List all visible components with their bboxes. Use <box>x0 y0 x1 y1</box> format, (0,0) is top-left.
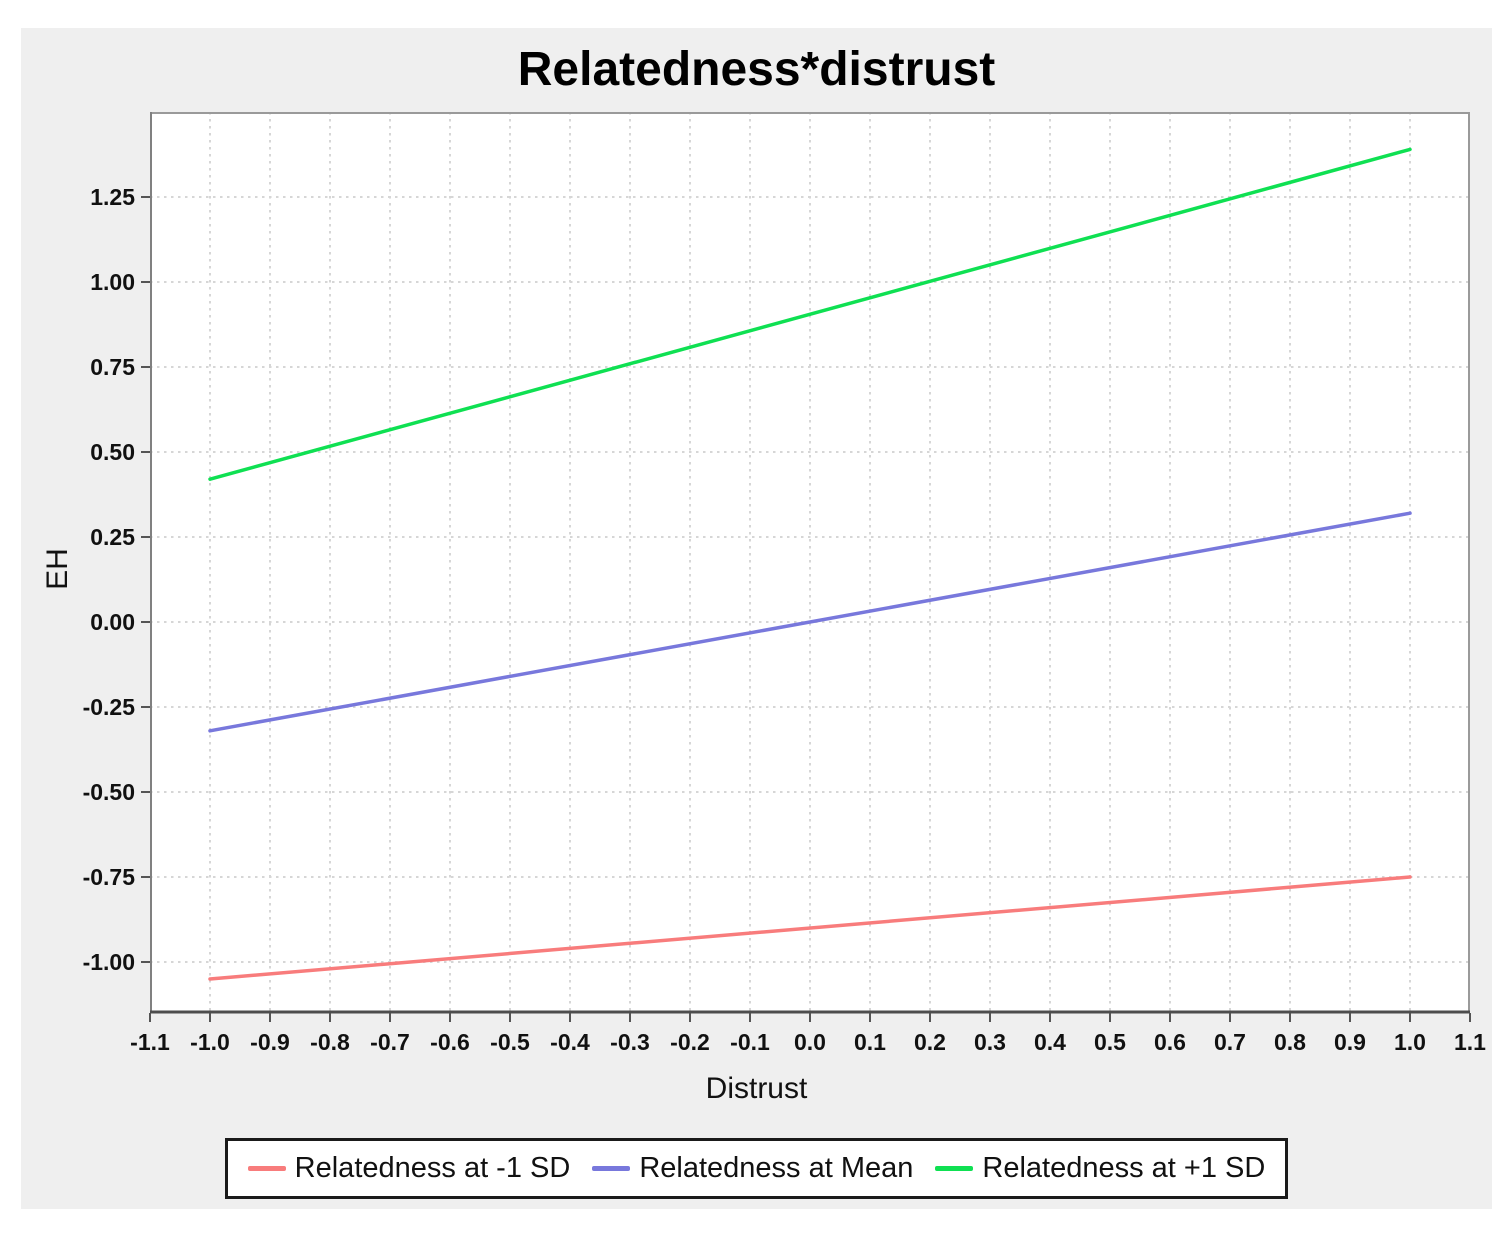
legend-row: Relatedness at -1 SD Relatedness at Mean R… <box>21 1138 1492 1199</box>
series-line-relatedness-at-mean <box>208 511 1412 733</box>
x-tick-label: 0.7 <box>1214 1029 1246 1055</box>
series-line-relatedness-at-1-sd <box>208 875 1412 981</box>
x-tick-label: -1.1 <box>130 1029 170 1055</box>
x-tick-label: 0.8 <box>1274 1029 1306 1055</box>
x-tick-label: 0.5 <box>1094 1029 1126 1055</box>
legend-swatch <box>935 1166 974 1171</box>
legend-swatch <box>247 1166 286 1171</box>
x-tick-label: 0.9 <box>1334 1029 1366 1055</box>
y-tick-label: 0.50 <box>90 439 135 465</box>
x-tick-label: -0.7 <box>370 1029 410 1055</box>
y-tick-label: 0.00 <box>90 609 135 635</box>
legend-label: Relatedness at +1 SD <box>982 1152 1266 1184</box>
x-tick-label: -0.6 <box>430 1029 470 1055</box>
x-tick-label: -0.3 <box>610 1029 650 1055</box>
y-tick-label: 1.00 <box>90 269 135 295</box>
y-tick-label: 0.75 <box>90 354 135 380</box>
x-tick-label: -0.4 <box>550 1029 590 1055</box>
chart-title: Relatedness*distrust <box>517 43 996 96</box>
plot-area: 1.25 1.00 0.75 0.50 0.25 0.00 -0.25 -0.50 -0.75 -… <box>83 112 1486 1055</box>
y-tick-label: 1.25 <box>90 184 135 210</box>
y-tick-label: -0.50 <box>83 779 135 805</box>
x-tick-label: -0.9 <box>250 1029 290 1055</box>
x-tick-label: -0.5 <box>490 1029 530 1055</box>
legend-label: Relatedness at -1 SD <box>294 1152 571 1184</box>
x-tick-label: 1.0 <box>1394 1029 1426 1055</box>
y-tick-label: -1.00 <box>83 949 135 975</box>
legend-entry: Relatedness at Mean <box>592 1152 913 1185</box>
legend-swatch <box>592 1166 631 1171</box>
series-line-relatedness-at-1-sd <box>208 147 1412 481</box>
y-axis-label: EH <box>41 548 74 590</box>
x-tick-label: 0.4 <box>1034 1029 1066 1055</box>
legend-label: Relatedness at Mean <box>639 1152 914 1184</box>
x-tick-label: 0.2 <box>914 1029 946 1055</box>
x-tick-label: -0.1 <box>730 1029 770 1055</box>
y-tick-label: -0.25 <box>83 694 136 720</box>
chart-panel: 1.25 1.00 0.75 0.50 0.25 0.00 -0.25 -0.50 -0.75 -… <box>21 28 1492 1209</box>
x-tick-label: 0.0 <box>794 1029 826 1055</box>
legend-entry: Relatedness at +1 SD <box>935 1152 1265 1185</box>
y-tick-label: -0.75 <box>83 864 136 890</box>
x-tick-label: 0.3 <box>974 1029 1006 1055</box>
x-tick-label: 0.6 <box>1154 1029 1186 1055</box>
legend-entry: Relatedness at -1 SD <box>247 1152 571 1185</box>
x-tick-label: -1.0 <box>190 1029 230 1055</box>
x-tick-label: -0.2 <box>670 1029 710 1055</box>
x-tick-label: 1.1 <box>1454 1029 1486 1055</box>
legend: Relatedness at -1 SD Relatedness at Mean R… <box>224 1138 1289 1199</box>
y-tick-label: 0.25 <box>90 524 135 550</box>
x-tick-label: -0.8 <box>310 1029 350 1055</box>
x-axis-label: Distrust <box>705 1072 808 1105</box>
x-tick-label: 0.1 <box>854 1029 886 1055</box>
